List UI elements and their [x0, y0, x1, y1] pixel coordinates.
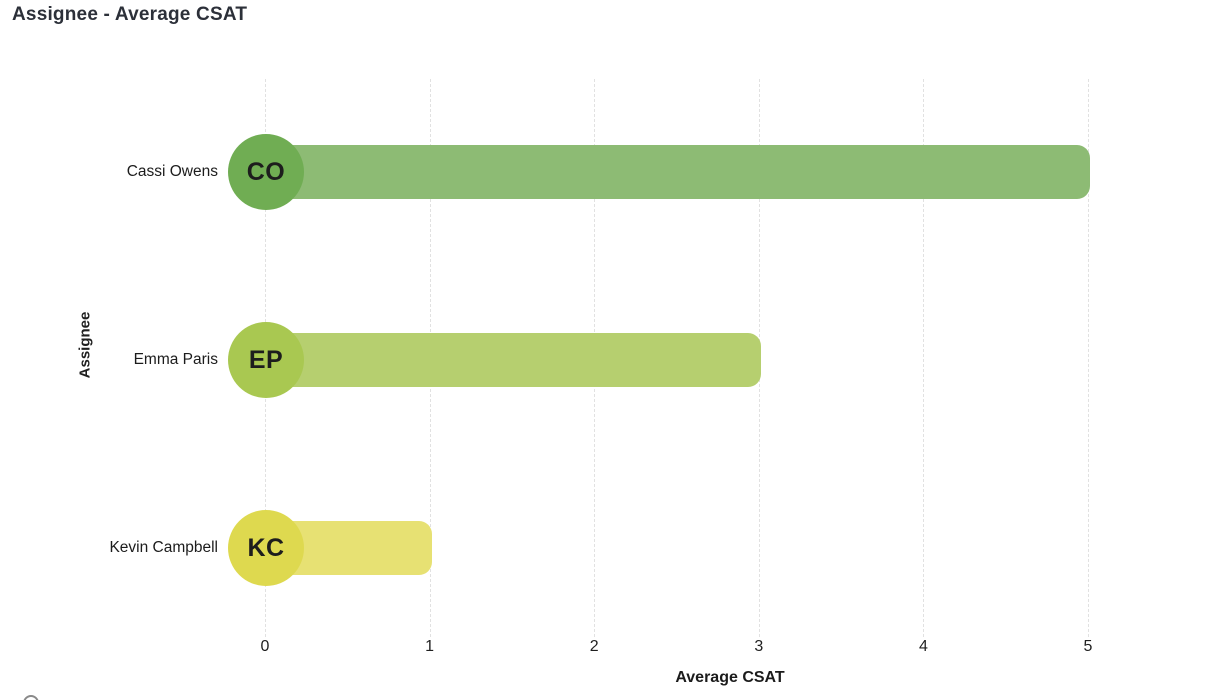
assignee-label: Cassi Owens [126, 163, 218, 180]
csat-bar[interactable] [265, 333, 761, 387]
help-button-partial[interactable] [23, 695, 39, 700]
assignee-avatar[interactable]: KC [228, 510, 304, 586]
gridline [1088, 79, 1089, 637]
x-tick-label: 2 [589, 638, 599, 655]
x-tick-label: 3 [754, 638, 764, 655]
avatar-initials: EP [248, 345, 284, 374]
assignee-avatar[interactable]: EP [228, 322, 304, 398]
assignee-label: Emma Paris [133, 351, 218, 368]
x-tick-label: 0 [260, 638, 270, 655]
x-axis-label: Average CSAT [675, 669, 785, 686]
gridline [923, 79, 925, 637]
x-tick-label: 4 [918, 638, 928, 655]
avatar-initials: KC [247, 533, 285, 562]
assignee-label: Kevin Campbell [109, 539, 218, 556]
chart-title: Assignee - Average CSAT [12, 4, 248, 25]
x-tick-label: 1 [425, 638, 435, 655]
x-tick-label: 5 [1083, 638, 1093, 655]
csat-bar[interactable] [265, 145, 1090, 199]
assignee-avatar[interactable]: CO [228, 134, 304, 210]
avatar-initials: CO [246, 157, 286, 186]
